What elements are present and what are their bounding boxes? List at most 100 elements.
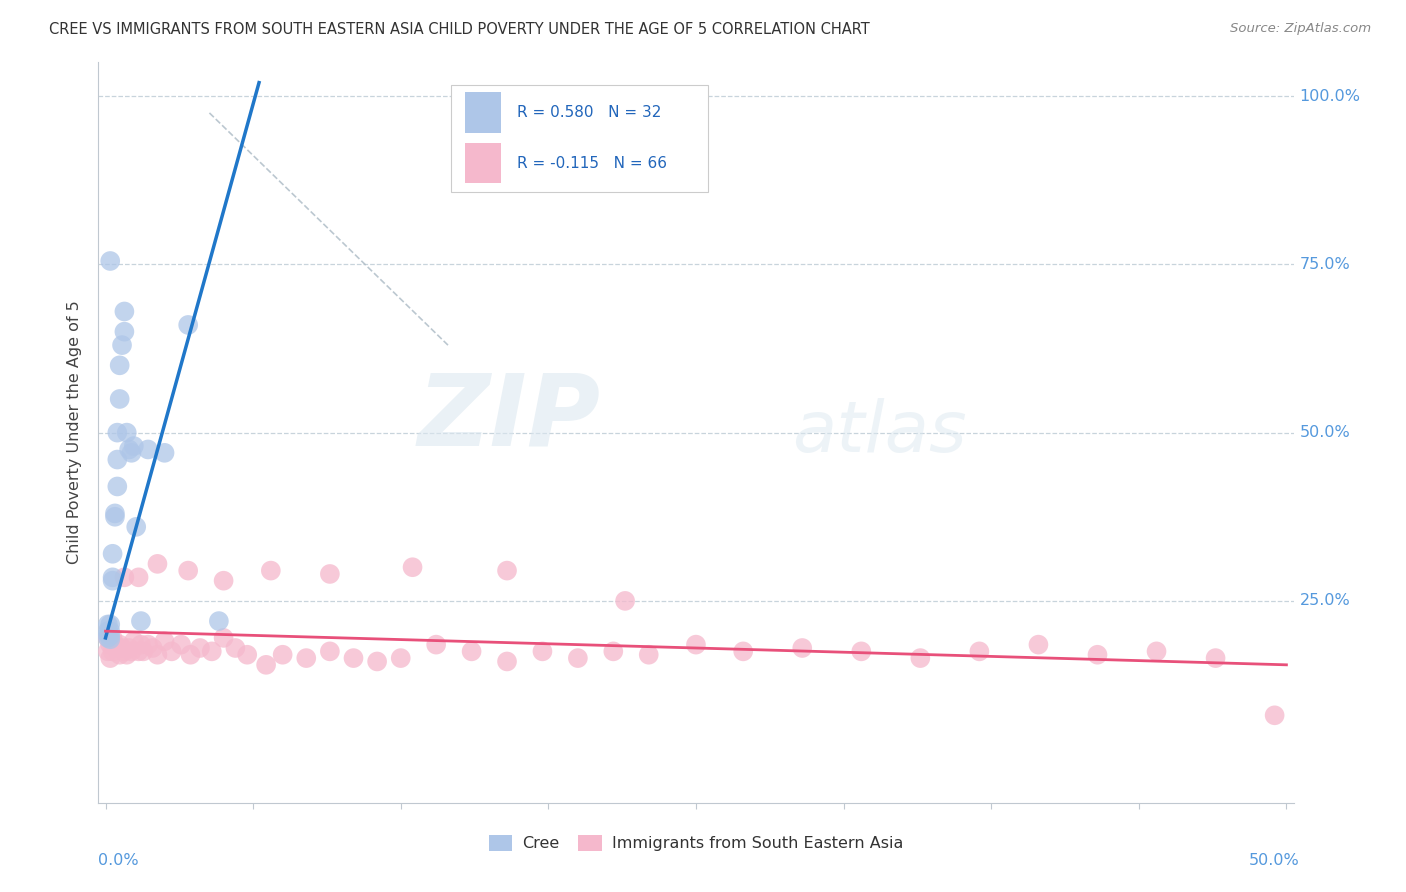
Point — [1264, 708, 1286, 723]
Point — [496, 655, 519, 669]
Point — [1146, 644, 1168, 658]
Point — [104, 509, 127, 524]
Legend: Cree, Immigrants from South Eastern Asia: Cree, Immigrants from South Eastern Asia — [482, 829, 910, 858]
Point — [128, 570, 150, 584]
Point — [170, 638, 193, 652]
Point — [792, 640, 814, 655]
Point — [260, 564, 283, 578]
Point — [271, 648, 294, 662]
Point — [105, 640, 128, 655]
Point — [132, 644, 155, 658]
Point — [201, 644, 224, 658]
Text: 75.0%: 75.0% — [1299, 257, 1350, 272]
Point — [342, 651, 364, 665]
Point — [136, 442, 159, 457]
Bar — [465, 92, 501, 133]
Point — [115, 648, 138, 662]
Point — [1087, 648, 1109, 662]
Point — [98, 632, 121, 647]
Point — [188, 640, 211, 655]
Point — [105, 425, 128, 440]
Point — [122, 634, 145, 648]
Point — [531, 644, 554, 658]
Text: 50.0%: 50.0% — [1249, 853, 1299, 868]
Point — [104, 507, 127, 521]
Point — [602, 644, 624, 658]
Point — [97, 631, 120, 645]
Point — [319, 566, 342, 581]
Point — [136, 638, 159, 652]
Point — [910, 651, 932, 665]
Point — [254, 657, 277, 672]
Point — [101, 574, 124, 588]
Point — [108, 638, 131, 652]
Point — [146, 648, 169, 662]
FancyBboxPatch shape — [451, 85, 709, 192]
Point — [111, 338, 134, 352]
Point — [425, 638, 447, 652]
Point — [112, 570, 135, 584]
Point — [146, 557, 169, 571]
Point — [160, 644, 183, 658]
Point — [212, 631, 235, 645]
Point — [733, 644, 755, 658]
Point — [1028, 638, 1050, 652]
Point — [153, 634, 176, 648]
Point — [112, 644, 135, 658]
Text: ZIP: ZIP — [418, 369, 600, 467]
Point — [101, 644, 124, 658]
Point — [224, 640, 246, 655]
Point — [98, 254, 121, 268]
Text: 50.0%: 50.0% — [1299, 425, 1350, 440]
Point — [295, 651, 318, 665]
Point — [112, 304, 135, 318]
Point — [208, 614, 231, 628]
Point — [104, 638, 127, 652]
Point — [319, 644, 342, 658]
Point — [108, 359, 131, 373]
Point — [460, 644, 482, 658]
Point — [97, 617, 120, 632]
Point — [97, 627, 120, 641]
Point — [98, 629, 121, 643]
Text: R = -0.115   N = 66: R = -0.115 N = 66 — [517, 155, 666, 170]
Point — [98, 617, 121, 632]
Point — [101, 547, 124, 561]
Text: atlas: atlas — [792, 398, 966, 467]
Point — [153, 446, 176, 460]
Text: 100.0%: 100.0% — [1299, 88, 1361, 103]
Point — [685, 638, 707, 652]
Text: Source: ZipAtlas.com: Source: ZipAtlas.com — [1230, 22, 1371, 36]
Point — [180, 648, 202, 662]
Point — [98, 624, 121, 639]
Point — [401, 560, 423, 574]
Point — [101, 570, 124, 584]
Text: CREE VS IMMIGRANTS FROM SOUTH EASTERN ASIA CHILD POVERTY UNDER THE AGE OF 5 CORR: CREE VS IMMIGRANTS FROM SOUTH EASTERN AS… — [49, 22, 870, 37]
Point — [389, 651, 412, 665]
Point — [212, 574, 235, 588]
Point — [851, 644, 873, 658]
Point — [97, 644, 120, 658]
Point — [118, 442, 141, 457]
Point — [142, 640, 165, 655]
Point — [97, 631, 120, 645]
Point — [121, 446, 143, 460]
Point — [129, 614, 152, 628]
Text: R = 0.580   N = 32: R = 0.580 N = 32 — [517, 105, 661, 120]
Point — [637, 648, 659, 662]
Bar — [465, 143, 501, 184]
Point — [111, 640, 134, 655]
Point — [105, 452, 128, 467]
Point — [112, 325, 135, 339]
Point — [115, 425, 138, 440]
Point — [177, 564, 200, 578]
Point — [108, 648, 131, 662]
Text: 0.0%: 0.0% — [98, 853, 139, 868]
Point — [236, 648, 259, 662]
Point — [496, 564, 519, 578]
Point — [567, 651, 589, 665]
Point — [97, 624, 120, 639]
Point — [614, 594, 637, 608]
Point — [98, 651, 121, 665]
Point — [98, 638, 121, 652]
